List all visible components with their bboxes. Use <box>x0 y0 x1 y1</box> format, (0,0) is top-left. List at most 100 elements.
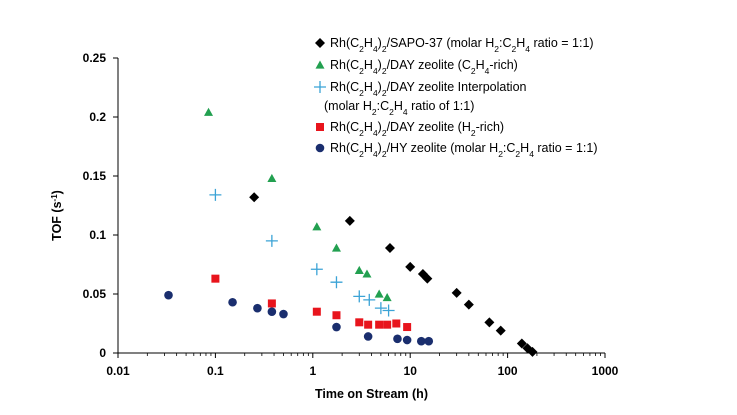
legend-entry-part: 4 <box>373 66 378 76</box>
data-point <box>312 307 321 316</box>
legend-entry-part: ) <box>378 120 382 134</box>
data-point <box>209 188 222 201</box>
data-point <box>267 299 276 308</box>
data-point <box>384 242 395 253</box>
legend-entry-part: 4 <box>373 149 378 159</box>
legend-entry-part: ratio = 1:1) <box>534 141 598 155</box>
y-tick-label: 0.15 <box>83 169 107 183</box>
data-point <box>374 289 384 298</box>
legend-entry-part: 2 <box>359 88 364 98</box>
legend-entry-part: H <box>364 141 373 155</box>
data-point <box>363 293 376 306</box>
data-point <box>402 335 412 345</box>
data-point <box>527 346 538 357</box>
data-point <box>312 222 322 231</box>
legend-entry-part: ratio of 1:1) <box>408 99 475 113</box>
series-circle <box>164 290 434 346</box>
x-axis-title: Time on Stream (h) <box>315 387 428 401</box>
legend-entry-part: 2 <box>359 128 364 138</box>
legend-entry-part: H <box>516 36 525 50</box>
data-point <box>363 332 373 341</box>
data-point <box>354 265 364 274</box>
legend-marker-triangle <box>315 60 325 69</box>
data-point <box>332 311 341 320</box>
legend-entry-part: H <box>364 36 373 50</box>
legend-entry-part: 2 <box>382 66 387 76</box>
legend-entry: (molar H2:C2H4 ratio of 1:1) <box>324 99 474 117</box>
legend-entry-part: 2 <box>359 44 364 54</box>
x-tick-label: 1 <box>309 364 316 378</box>
legend-entry-part: ) <box>378 58 382 72</box>
data-point <box>344 215 355 226</box>
legend-entry: Rh(C2H4)2/SAPO-37 (molar H2:C2H4 ratio =… <box>330 36 594 54</box>
data-point <box>204 107 214 116</box>
legend-entry-part: -rich) <box>489 58 517 72</box>
legend-entry-part: ) <box>378 80 382 94</box>
legend-entry-part: 2 <box>511 44 516 54</box>
y-tick-label: 0.25 <box>83 51 107 65</box>
legend-entry-part: H <box>364 58 373 72</box>
y-tick-label: 0.1 <box>89 228 106 242</box>
legend-entry-part: 4 <box>529 149 534 159</box>
legend-entry-part: 4 <box>373 88 378 98</box>
legend-entry-part: H <box>520 141 529 155</box>
legend-entry-part: Rh(C <box>330 36 359 50</box>
tick-labels: 0 0.05 0.1 0.15 0.2 0.25 0.01 0.1 1 10 100 1000 <box>83 51 619 378</box>
legend-entry-part: (molar H <box>324 99 372 113</box>
legend-entry-part: Rh(C <box>330 58 359 72</box>
x-tick-label: 0.1 <box>207 364 224 378</box>
data-point <box>228 297 237 307</box>
data-point <box>279 309 288 319</box>
data-point <box>355 318 364 327</box>
y-tick-label: 0.05 <box>83 287 107 301</box>
legend-entry-part: 2 <box>494 44 499 54</box>
legend-entry: Rh(C2H4)2/DAY zeolite (H2-rich) <box>330 120 504 138</box>
data-point <box>383 320 392 329</box>
legend-entry-part: ) <box>378 36 382 50</box>
data-point <box>422 273 433 284</box>
legend-entry-part: /DAY zeolite (H <box>387 120 471 134</box>
legend: Rh(C2H4)2/SAPO-37 (molar H2:C2H4 ratio =… <box>314 36 598 159</box>
x-tick-label: 0.01 <box>106 364 130 378</box>
legend-entry: Rh(C2H4)2/DAY zeolite (C2H4-rich) <box>330 58 518 76</box>
legend-marker-circle <box>315 143 325 153</box>
data-point <box>405 261 416 272</box>
data-point <box>330 276 343 289</box>
data-point <box>164 290 173 300</box>
legend-entry-part: 2 <box>382 44 387 54</box>
y-tick-label: 0.2 <box>89 110 106 124</box>
series-plus <box>209 188 395 317</box>
legend-entry-part: :C <box>377 99 390 113</box>
data-point <box>393 334 402 344</box>
y-axis-title-exponent: -1 <box>50 194 59 202</box>
legend-entry-part: ratio = 1:1) <box>530 36 594 50</box>
legend-entry-part: 2 <box>471 128 476 138</box>
x-tick-label: 1000 <box>592 364 619 378</box>
series-triangle <box>204 107 392 302</box>
data-point <box>463 299 474 310</box>
data-point <box>253 303 262 313</box>
legend-entry-part: /DAY zeolite (C <box>387 58 471 72</box>
data-point <box>382 293 392 302</box>
data-point <box>516 338 527 349</box>
y-tick-label: 0 <box>99 346 106 360</box>
data-point <box>374 302 387 315</box>
y-axis-title: TOF (s-1) <box>50 190 65 241</box>
data-point <box>310 263 323 276</box>
legend-entry-part: H <box>394 99 403 113</box>
data-point <box>332 322 341 332</box>
legend-entry-part: 2 <box>359 66 364 76</box>
legend-entry-part: 2 <box>382 149 387 159</box>
legend-entry-part: H <box>364 120 373 134</box>
legend-entry-part: 4 <box>403 107 408 117</box>
data-points <box>164 107 538 357</box>
data-point <box>424 336 434 346</box>
data-point <box>416 336 426 346</box>
legend-entry-part: H <box>476 58 485 72</box>
series-diamond <box>249 192 538 357</box>
x-tick-label: 10 <box>404 364 418 378</box>
data-point <box>362 269 372 278</box>
data-point <box>249 192 260 203</box>
legend-entry-part: :C <box>499 36 512 50</box>
